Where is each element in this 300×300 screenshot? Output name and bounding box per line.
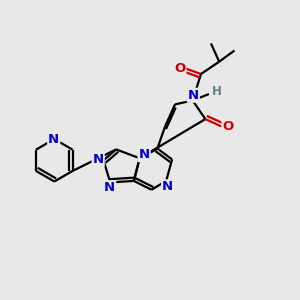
Text: H: H [212, 85, 222, 98]
Text: N: N [104, 181, 115, 194]
Text: O: O [222, 120, 234, 133]
Text: N: N [93, 153, 104, 166]
Text: N: N [139, 148, 150, 161]
Text: N: N [48, 133, 59, 146]
Text: N: N [188, 89, 199, 102]
Text: O: O [174, 62, 185, 75]
Text: N: N [162, 180, 173, 193]
